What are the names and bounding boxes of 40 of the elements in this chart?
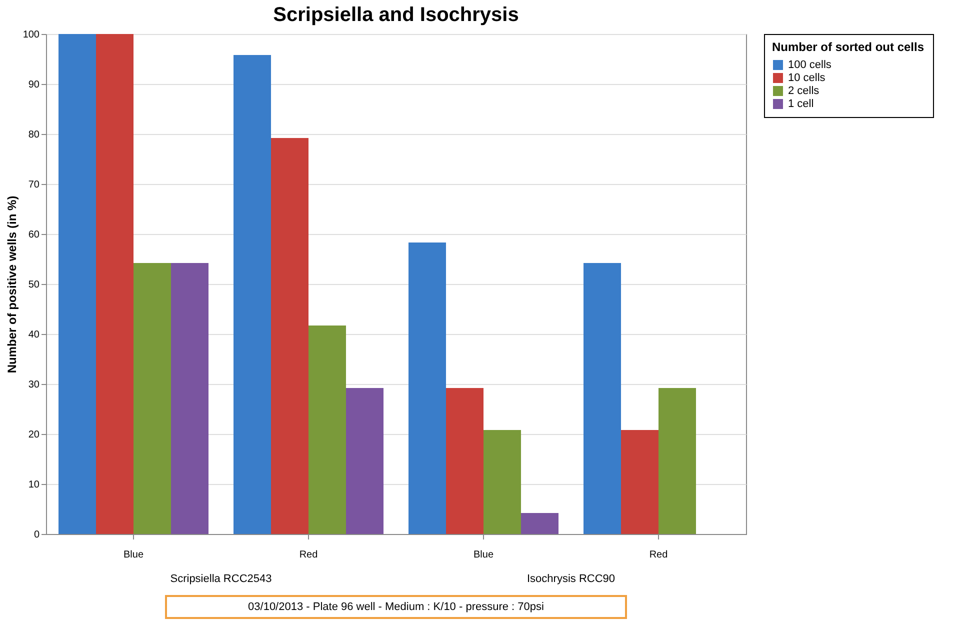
y-tick-label: 50 xyxy=(28,280,40,290)
y-axis-title: Number of positive wells (in %) xyxy=(4,196,19,374)
x-tick-label: Blue xyxy=(123,550,144,560)
bar xyxy=(621,430,658,534)
legend-label: 100 cells xyxy=(788,59,832,71)
bar xyxy=(446,388,484,534)
bar xyxy=(308,326,346,534)
y-tick-label: 10 xyxy=(28,480,40,490)
y-tick-label: 70 xyxy=(28,180,40,190)
bar xyxy=(584,263,621,534)
x-tick-label: Red xyxy=(299,550,318,560)
bar xyxy=(58,34,96,534)
y-tick-label: 100 xyxy=(22,30,40,40)
bar xyxy=(346,388,384,534)
bar xyxy=(171,263,208,534)
x-tick-label: Red xyxy=(649,550,668,560)
bar xyxy=(408,242,446,534)
bar xyxy=(521,513,558,534)
text: 03/10/2013 - Plate 96 well - Medium : K/10 - pressure : 70psi xyxy=(248,601,544,613)
bar xyxy=(96,34,134,534)
y-tick-label: 30 xyxy=(28,380,40,390)
legend-title: Number of sorted out cells xyxy=(772,40,924,54)
y-tick-label: 90 xyxy=(28,80,40,90)
y-tick-label: 20 xyxy=(28,430,40,440)
legend-label: 1 cell xyxy=(788,98,814,110)
y-tick-label: 0 xyxy=(34,530,40,540)
bar xyxy=(658,388,696,534)
bar xyxy=(134,263,171,534)
bar xyxy=(234,55,271,534)
legend-label: 2 cells xyxy=(788,85,820,97)
y-tick-label: 80 xyxy=(28,130,40,140)
text: Scripsiella RCC2543 xyxy=(170,573,272,585)
x-tick-label: Blue xyxy=(473,550,494,560)
y-tick-label: 60 xyxy=(28,230,40,240)
chart-title: Scripsiella and Isochrysis xyxy=(273,4,519,26)
y-tick-label: 40 xyxy=(28,330,40,340)
text: Isochrysis RCC90 xyxy=(526,573,616,585)
bar xyxy=(484,430,521,534)
bar xyxy=(271,138,308,534)
legend-label: 10 cells xyxy=(788,72,826,84)
